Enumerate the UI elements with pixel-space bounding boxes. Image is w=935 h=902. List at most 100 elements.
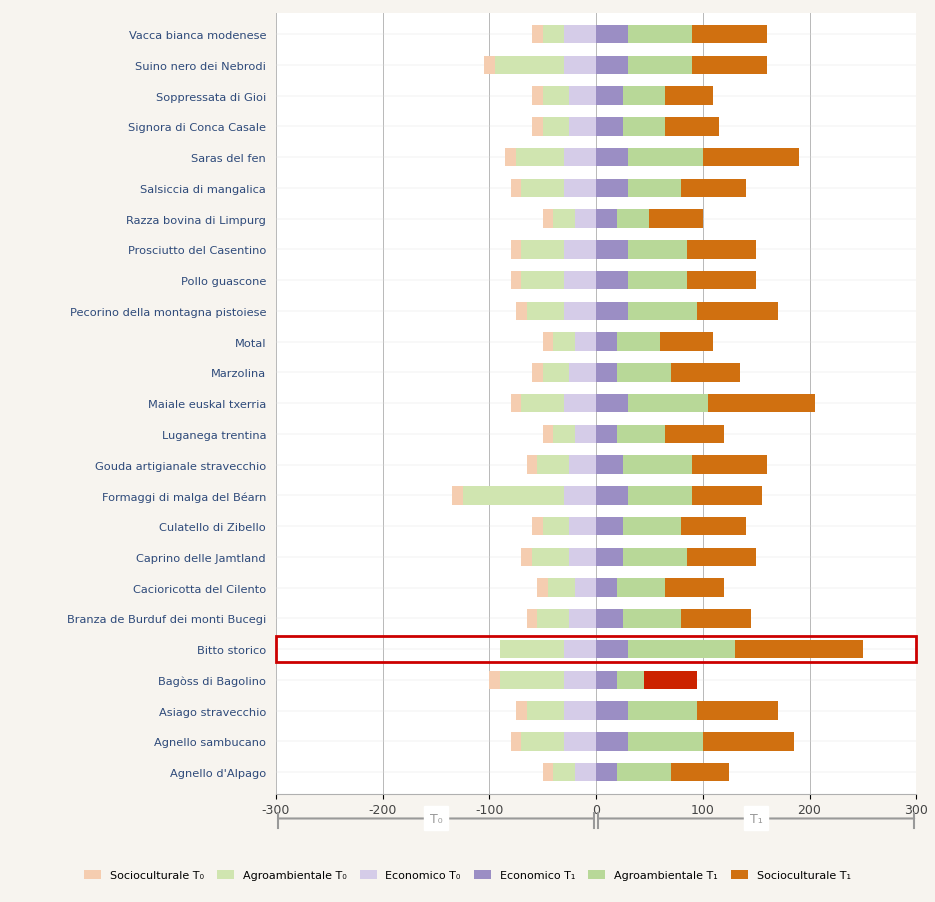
Bar — [522, 732, 564, 750]
Bar — [628, 640, 735, 658]
Bar — [623, 518, 682, 536]
Bar — [564, 302, 597, 321]
Bar — [650, 210, 703, 228]
Bar — [511, 272, 522, 290]
Text: T₁: T₁ — [750, 812, 763, 825]
Bar — [597, 425, 617, 444]
Bar — [597, 241, 628, 259]
Bar — [575, 210, 597, 228]
Bar — [564, 241, 597, 259]
Bar — [628, 702, 698, 720]
Bar — [569, 87, 597, 106]
Bar — [569, 548, 597, 566]
Bar — [597, 671, 617, 689]
Bar — [575, 425, 597, 444]
Bar — [597, 364, 617, 382]
Bar — [597, 118, 623, 136]
Bar — [617, 425, 666, 444]
Bar — [692, 486, 761, 505]
Bar — [526, 610, 538, 628]
Bar — [564, 57, 597, 75]
Bar — [522, 548, 532, 566]
Bar — [666, 87, 713, 106]
Bar — [628, 732, 703, 750]
Bar — [489, 671, 500, 689]
Bar — [516, 302, 526, 321]
Bar — [623, 548, 687, 566]
Bar — [522, 241, 564, 259]
Bar — [554, 333, 575, 352]
Bar — [463, 486, 564, 505]
Bar — [522, 179, 564, 198]
Bar — [554, 425, 575, 444]
Bar — [564, 179, 597, 198]
Bar — [597, 763, 617, 781]
Bar — [623, 610, 682, 628]
Bar — [597, 486, 628, 505]
Bar — [500, 671, 564, 689]
Bar — [617, 671, 644, 689]
Bar — [597, 702, 628, 720]
Bar — [569, 364, 597, 382]
Bar — [500, 640, 564, 658]
Bar — [505, 149, 516, 167]
Bar — [526, 456, 538, 474]
Bar — [692, 26, 767, 44]
Bar — [511, 394, 522, 413]
Bar — [628, 26, 692, 44]
Bar — [597, 149, 628, 167]
Bar — [597, 579, 617, 597]
Bar — [569, 118, 597, 136]
Bar — [708, 394, 815, 413]
Bar — [628, 241, 687, 259]
Bar — [597, 548, 623, 566]
Bar — [670, 763, 729, 781]
Bar — [575, 579, 597, 597]
Bar — [597, 272, 628, 290]
Bar — [538, 610, 569, 628]
Bar — [666, 118, 719, 136]
Bar — [542, 364, 569, 382]
Bar — [564, 640, 597, 658]
Bar — [628, 272, 687, 290]
Bar — [569, 610, 597, 628]
Bar — [511, 732, 522, 750]
Bar — [564, 149, 597, 167]
Bar — [597, 394, 628, 413]
Bar — [687, 548, 756, 566]
Bar — [597, 179, 628, 198]
Bar — [692, 57, 767, 75]
Bar — [548, 579, 575, 597]
Bar — [703, 149, 798, 167]
Bar — [698, 702, 778, 720]
Bar — [532, 518, 542, 536]
Bar — [687, 272, 756, 290]
Bar — [564, 732, 597, 750]
Bar — [564, 394, 597, 413]
Bar — [511, 179, 522, 198]
Bar — [511, 241, 522, 259]
Bar — [682, 518, 745, 536]
Bar — [597, 456, 623, 474]
Bar — [532, 548, 569, 566]
Bar — [542, 763, 554, 781]
Bar — [564, 702, 597, 720]
Bar — [554, 763, 575, 781]
Bar — [526, 702, 564, 720]
Bar — [623, 87, 666, 106]
Bar — [526, 302, 564, 321]
Bar — [542, 210, 554, 228]
Bar — [564, 671, 597, 689]
Bar — [542, 518, 569, 536]
Bar — [532, 364, 542, 382]
Bar — [628, 179, 682, 198]
Bar — [495, 57, 564, 75]
Bar — [692, 456, 767, 474]
Bar — [542, 118, 569, 136]
Bar — [564, 486, 597, 505]
Bar — [575, 333, 597, 352]
Bar — [542, 87, 569, 106]
Bar — [628, 394, 708, 413]
Bar — [628, 149, 703, 167]
Bar — [682, 610, 751, 628]
